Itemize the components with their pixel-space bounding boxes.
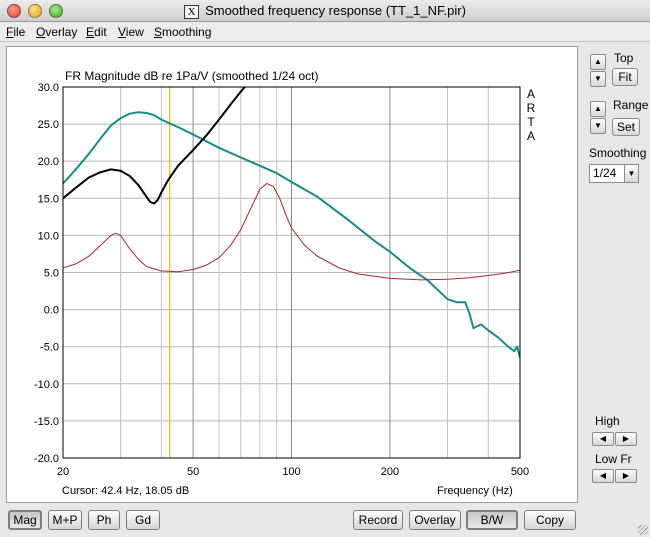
- series-line: [63, 111, 520, 359]
- close-window-button[interactable]: [7, 4, 21, 18]
- y-tick-label: 5.0: [44, 268, 59, 280]
- record-button[interactable]: Record: [353, 510, 403, 530]
- x-tick-label: 100: [282, 466, 300, 478]
- fit-button[interactable]: Fit: [612, 68, 638, 86]
- y-tick-label: 0.0: [44, 305, 59, 317]
- plot-frame: [62, 86, 521, 459]
- smoothing-label: Smoothing: [589, 146, 647, 160]
- mag-phase-button[interactable]: M+P: [48, 510, 82, 530]
- resize-grip-icon[interactable]: [638, 525, 648, 535]
- top-up-button[interactable]: ▲: [590, 54, 606, 70]
- range-up-button[interactable]: ▲: [590, 101, 606, 117]
- mag-button[interactable]: Mag: [8, 510, 42, 530]
- arta-letter: R: [526, 101, 536, 115]
- x-tick-label: 500: [511, 466, 529, 478]
- y-tick-label: -10.0: [34, 379, 59, 391]
- zoom-window-button[interactable]: [49, 4, 63, 18]
- menu-smoothing[interactable]: Smoothing: [154, 25, 212, 39]
- series-line: [63, 87, 246, 205]
- set-button[interactable]: Set: [612, 118, 640, 136]
- high-right-button[interactable]: ▶: [615, 432, 637, 446]
- y-tick-label: 25.0: [38, 119, 59, 131]
- overlay-button[interactable]: Overlay: [409, 510, 461, 530]
- y-tick-label: -15.0: [34, 416, 59, 428]
- title-bar: X Smoothed frequency response (TT_1_NF.pi…: [0, 0, 650, 22]
- high-left-button[interactable]: ◀: [592, 432, 614, 446]
- arta-letter: A: [526, 87, 535, 101]
- top-label: Top: [614, 51, 634, 65]
- cursor-readout: Cursor: 42.4 Hz, 18.05 dB: [62, 485, 190, 497]
- menu-bar: File Overlay Edit View Smoothing: [0, 22, 650, 42]
- menu-view[interactable]: View: [118, 25, 144, 39]
- y-tick-label: -5.0: [40, 342, 59, 354]
- x11-icon: X: [184, 4, 200, 19]
- phase-button[interactable]: Ph: [88, 510, 120, 530]
- low-fr-label: Low Fr: [595, 452, 632, 466]
- mag-phase-label: M+P: [52, 513, 78, 527]
- y-tick-label: 20.0: [38, 156, 59, 168]
- minimize-window-button[interactable]: [28, 4, 42, 18]
- bw-button[interactable]: B/W: [466, 510, 518, 530]
- menu-edit[interactable]: Edit: [86, 25, 107, 39]
- y-tick-label: 10.0: [38, 230, 59, 242]
- x-axis-label: Frequency (Hz): [437, 485, 513, 497]
- y-tick-label: 15.0: [38, 193, 59, 205]
- group-delay-button[interactable]: Gd: [126, 510, 160, 530]
- x-tick-label: 200: [381, 466, 399, 478]
- copy-button[interactable]: Copy: [524, 510, 576, 530]
- x-tick-label: 50: [187, 466, 199, 478]
- arta-brand: A R T A: [526, 87, 536, 143]
- series-line: [63, 183, 520, 281]
- low-left-button[interactable]: ◀: [592, 469, 614, 483]
- low-right-button[interactable]: ▶: [615, 469, 637, 483]
- plot-title: FR Magnitude dB re 1Pa/V (smoothed 1/24 …: [65, 69, 319, 83]
- y-tick-label: -20.0: [34, 453, 59, 465]
- high-label: High: [595, 414, 620, 428]
- arta-letter: A: [526, 129, 535, 143]
- range-down-button[interactable]: ▼: [590, 118, 606, 134]
- smoothing-select[interactable]: 1/24 ▼: [589, 164, 639, 183]
- window-title: Smoothed frequency response (TT_1_NF.pir…: [205, 3, 466, 18]
- y-tick-label: 30.0: [38, 82, 59, 94]
- plot-panel[interactable]: 30.0 25.0 20.0 15.0 10.0 5.0 0.0 -5.0 -10.0 -15.0…: [6, 46, 578, 503]
- range-label: Range: [613, 98, 649, 112]
- frequency-response-chart[interactable]: 30.0 25.0 20.0 15.0 10.0 5.0 0.0 -5.0 -10.0 -15.0…: [7, 47, 579, 504]
- menu-file[interactable]: File: [6, 25, 26, 39]
- smoothing-value: 1/24: [593, 166, 617, 180]
- x-tick-label: 20: [57, 466, 69, 478]
- top-down-button[interactable]: ▼: [590, 71, 606, 87]
- arta-letter: T: [527, 115, 535, 129]
- menu-overlay[interactable]: Overlay: [36, 25, 78, 39]
- chevron-down-icon: ▼: [624, 165, 638, 182]
